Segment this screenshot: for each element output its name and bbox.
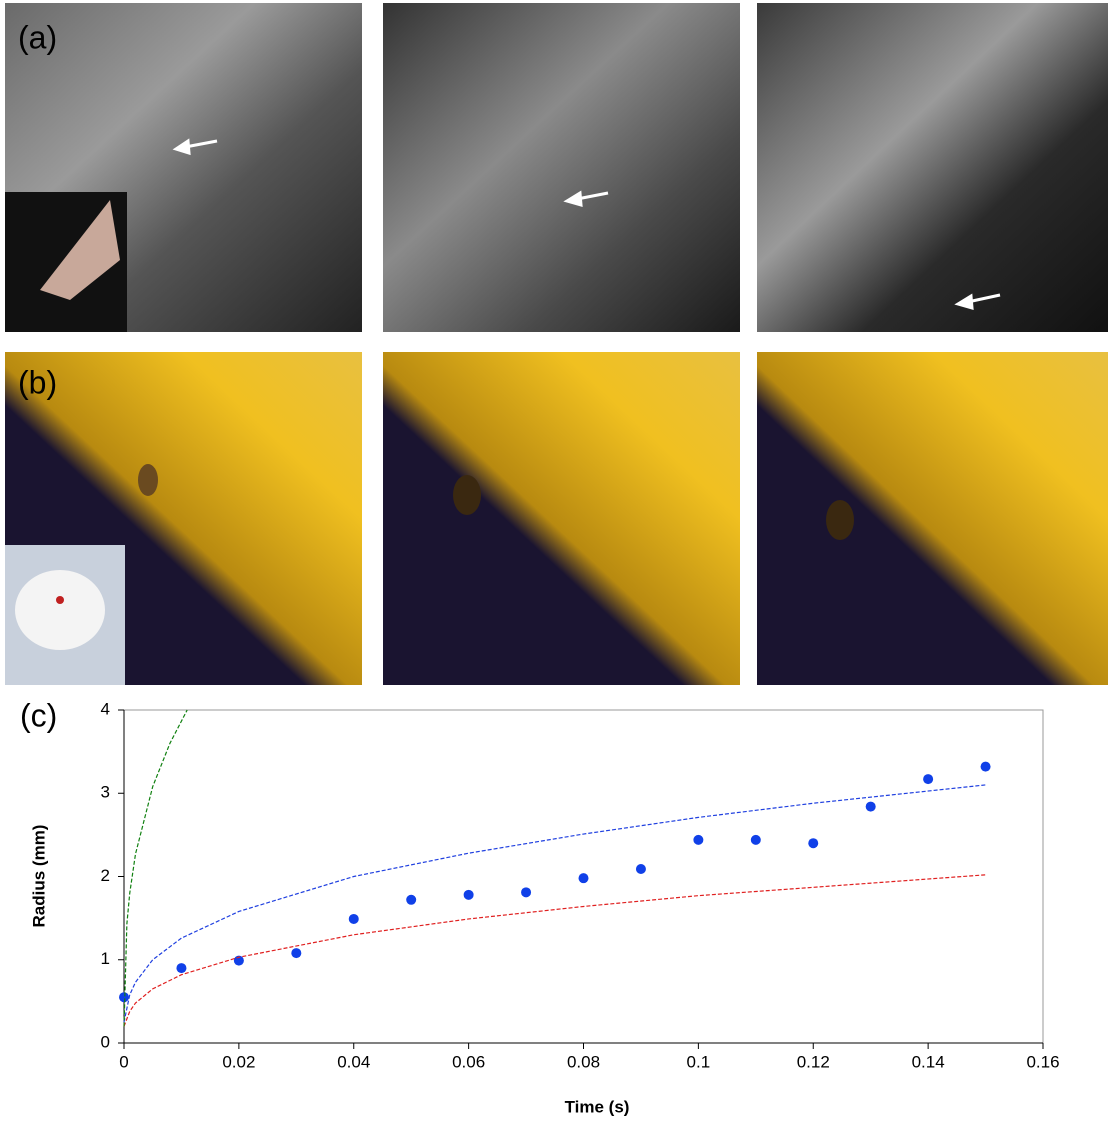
data-point: [176, 963, 186, 973]
x-tick-label: 0.02: [222, 1052, 255, 1071]
x-tick-label: 0.08: [567, 1052, 600, 1071]
x-tick-label: 0.1: [687, 1052, 711, 1071]
data-point: [406, 895, 416, 905]
y-tick-label: 3: [101, 783, 110, 802]
data-point: [693, 835, 703, 845]
data-point: [349, 914, 359, 924]
data-point: [291, 948, 301, 958]
figure: (a) (b) (c) Time (s) Radius (mm) 0 0.02 0.…: [0, 0, 1109, 1127]
x-tick-label: 0.04: [337, 1052, 370, 1071]
x-tick-label: 0.06: [452, 1052, 485, 1071]
fit-curve: [124, 875, 986, 1027]
y-tick-label: 4: [101, 699, 110, 718]
panel-label: (c): [20, 697, 57, 733]
x-tick-label: 0: [119, 1052, 128, 1071]
data-point: [866, 802, 876, 812]
x-tick-label: 0.16: [1026, 1052, 1059, 1071]
data-point: [579, 873, 589, 883]
x-tick-label: 0.14: [912, 1052, 945, 1071]
y-tick-label: 0: [101, 1032, 110, 1051]
data-point: [981, 762, 991, 772]
y-axis-title: Radius (mm): [29, 825, 48, 928]
data-point: [464, 890, 474, 900]
photo-row-a: [5, 3, 1108, 332]
fit-curve: [124, 785, 986, 1022]
y-tick-label: 1: [101, 949, 110, 968]
data-point: [808, 838, 818, 848]
photo-row-b: [5, 352, 1108, 685]
fit-curve: [124, 710, 187, 1026]
data-point: [521, 887, 531, 897]
data-point: [636, 864, 646, 874]
panel-label: (a): [18, 19, 57, 55]
x-tick-label: 0.12: [797, 1052, 830, 1071]
x-axis-title: Time (s): [565, 1097, 630, 1116]
data-point: [751, 835, 761, 845]
data-point: [923, 774, 933, 784]
data-point: [119, 992, 129, 1002]
panel-label: (b): [18, 364, 57, 400]
plot: 0 0.02 0.04 0.06 0.08 0.1 0.12 0.14 0.16 0 1 2 3 4: [101, 699, 1060, 1071]
y-tick-label: 2: [101, 866, 110, 885]
